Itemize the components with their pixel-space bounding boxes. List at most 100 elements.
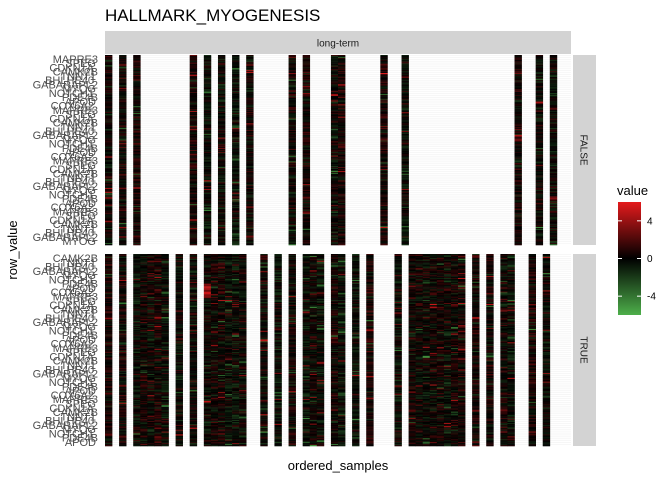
heatmap-cell <box>133 274 141 276</box>
heatmap-cell <box>338 181 346 183</box>
heatmap-cell <box>154 287 162 289</box>
heatmap-cell <box>380 200 388 202</box>
heatmap-cell <box>330 189 339 192</box>
heatmap-cell <box>119 236 127 238</box>
heatmap-cell <box>140 269 148 271</box>
heatmap-cell <box>401 139 409 141</box>
heatmap-cell <box>514 139 522 141</box>
heatmap-cell <box>119 162 127 164</box>
heatmap-cell <box>246 136 254 138</box>
heatmap-cell <box>338 204 346 206</box>
heatmap-cell <box>217 188 226 190</box>
heatmap-cell <box>401 150 409 153</box>
heatmap-cell <box>154 394 162 396</box>
heatmap-cell <box>105 394 113 396</box>
heatmap-cell <box>217 104 226 106</box>
heatmap-cell <box>302 132 311 135</box>
heatmap-cell <box>246 202 254 204</box>
heatmap-cell <box>302 119 311 121</box>
heatmap-cell <box>401 211 409 213</box>
heatmap-cell <box>514 150 522 152</box>
heatmap-cell <box>119 413 127 415</box>
heatmap-cell <box>380 235 388 237</box>
heatmap-cell <box>380 208 388 211</box>
heatmap-cell <box>401 233 409 235</box>
heatmap-cell <box>105 300 113 302</box>
heatmap-cell <box>380 214 388 216</box>
heatmap-cell <box>246 64 254 66</box>
heatmap-cell <box>119 269 127 271</box>
heatmap-cell <box>288 195 296 197</box>
heatmap-cell <box>147 345 155 347</box>
heatmap-cell <box>380 203 388 205</box>
heatmap-cell <box>246 199 254 201</box>
heatmap-cell <box>119 93 127 96</box>
heatmap-cell <box>302 129 311 131</box>
heatmap-cell <box>140 356 148 358</box>
heatmap-cell <box>288 118 296 120</box>
heatmap-cell <box>189 173 198 175</box>
heatmap-cell <box>514 177 522 179</box>
heatmap-cell <box>133 236 141 238</box>
heatmap-cell <box>119 379 127 382</box>
heatmap-cell <box>380 188 388 191</box>
heatmap-cell <box>105 127 113 129</box>
heatmap-cell <box>203 75 212 78</box>
heatmap-cell <box>133 379 141 382</box>
heatmap-cell <box>119 291 127 293</box>
heatmap-cell <box>105 225 113 227</box>
heatmap-cell <box>288 222 296 224</box>
heatmap-cell <box>140 385 148 387</box>
heatmap-cell <box>119 111 127 113</box>
heatmap-cell <box>105 357 113 359</box>
heatmap-cell <box>119 302 127 305</box>
heatmap-cell <box>105 386 113 388</box>
heatmap-cell <box>401 126 409 128</box>
heatmap-cell <box>140 282 148 285</box>
heatmap-cell <box>338 122 346 124</box>
heatmap-cell <box>133 268 141 270</box>
heatmap-cell <box>140 351 148 354</box>
heatmap-cell <box>154 311 162 313</box>
heatmap-cell <box>514 78 522 80</box>
heatmap-cell <box>119 156 127 158</box>
heatmap-cell <box>535 80 544 82</box>
heatmap-cell <box>232 222 240 224</box>
heatmap-cell <box>133 350 141 353</box>
heatmap-cell <box>133 83 141 85</box>
heatmap-cell <box>119 441 127 443</box>
heatmap-cell <box>232 162 240 164</box>
heatmap-cell <box>535 172 544 175</box>
heatmap-cell <box>147 305 155 308</box>
heatmap-cell <box>288 232 296 234</box>
heatmap-cell <box>119 60 127 62</box>
heatmap-cell <box>549 134 558 137</box>
heatmap-cell <box>203 199 212 201</box>
heatmap-cell <box>380 193 388 195</box>
heatmap-cell <box>401 183 409 185</box>
heatmap-cell <box>338 162 346 164</box>
heatmap-cell <box>154 346 162 348</box>
heatmap-cell <box>549 154 558 156</box>
heatmap-cell <box>514 92 522 94</box>
heatmap-cell <box>203 242 212 244</box>
heatmap-cell <box>549 175 558 177</box>
heatmap-cell <box>535 112 544 115</box>
heatmap-cell <box>380 164 388 166</box>
heatmap-cell <box>549 243 558 245</box>
heatmap-cell <box>105 297 113 299</box>
heatmap-cell <box>161 279 169 282</box>
heatmap-cell <box>232 228 240 231</box>
heatmap-cell <box>189 154 198 156</box>
heatmap-cell <box>217 74 226 76</box>
heatmap-cell <box>189 144 198 146</box>
heatmap-cell <box>133 74 141 76</box>
heatmap-cell <box>232 77 240 80</box>
heatmap-cell <box>514 218 522 220</box>
heatmap-cell <box>288 132 296 135</box>
heatmap-cell <box>105 113 113 116</box>
heatmap-cell <box>119 106 127 108</box>
heatmap-cell <box>119 95 127 98</box>
heatmap-cell <box>549 193 558 195</box>
heatmap-cell <box>380 160 388 162</box>
